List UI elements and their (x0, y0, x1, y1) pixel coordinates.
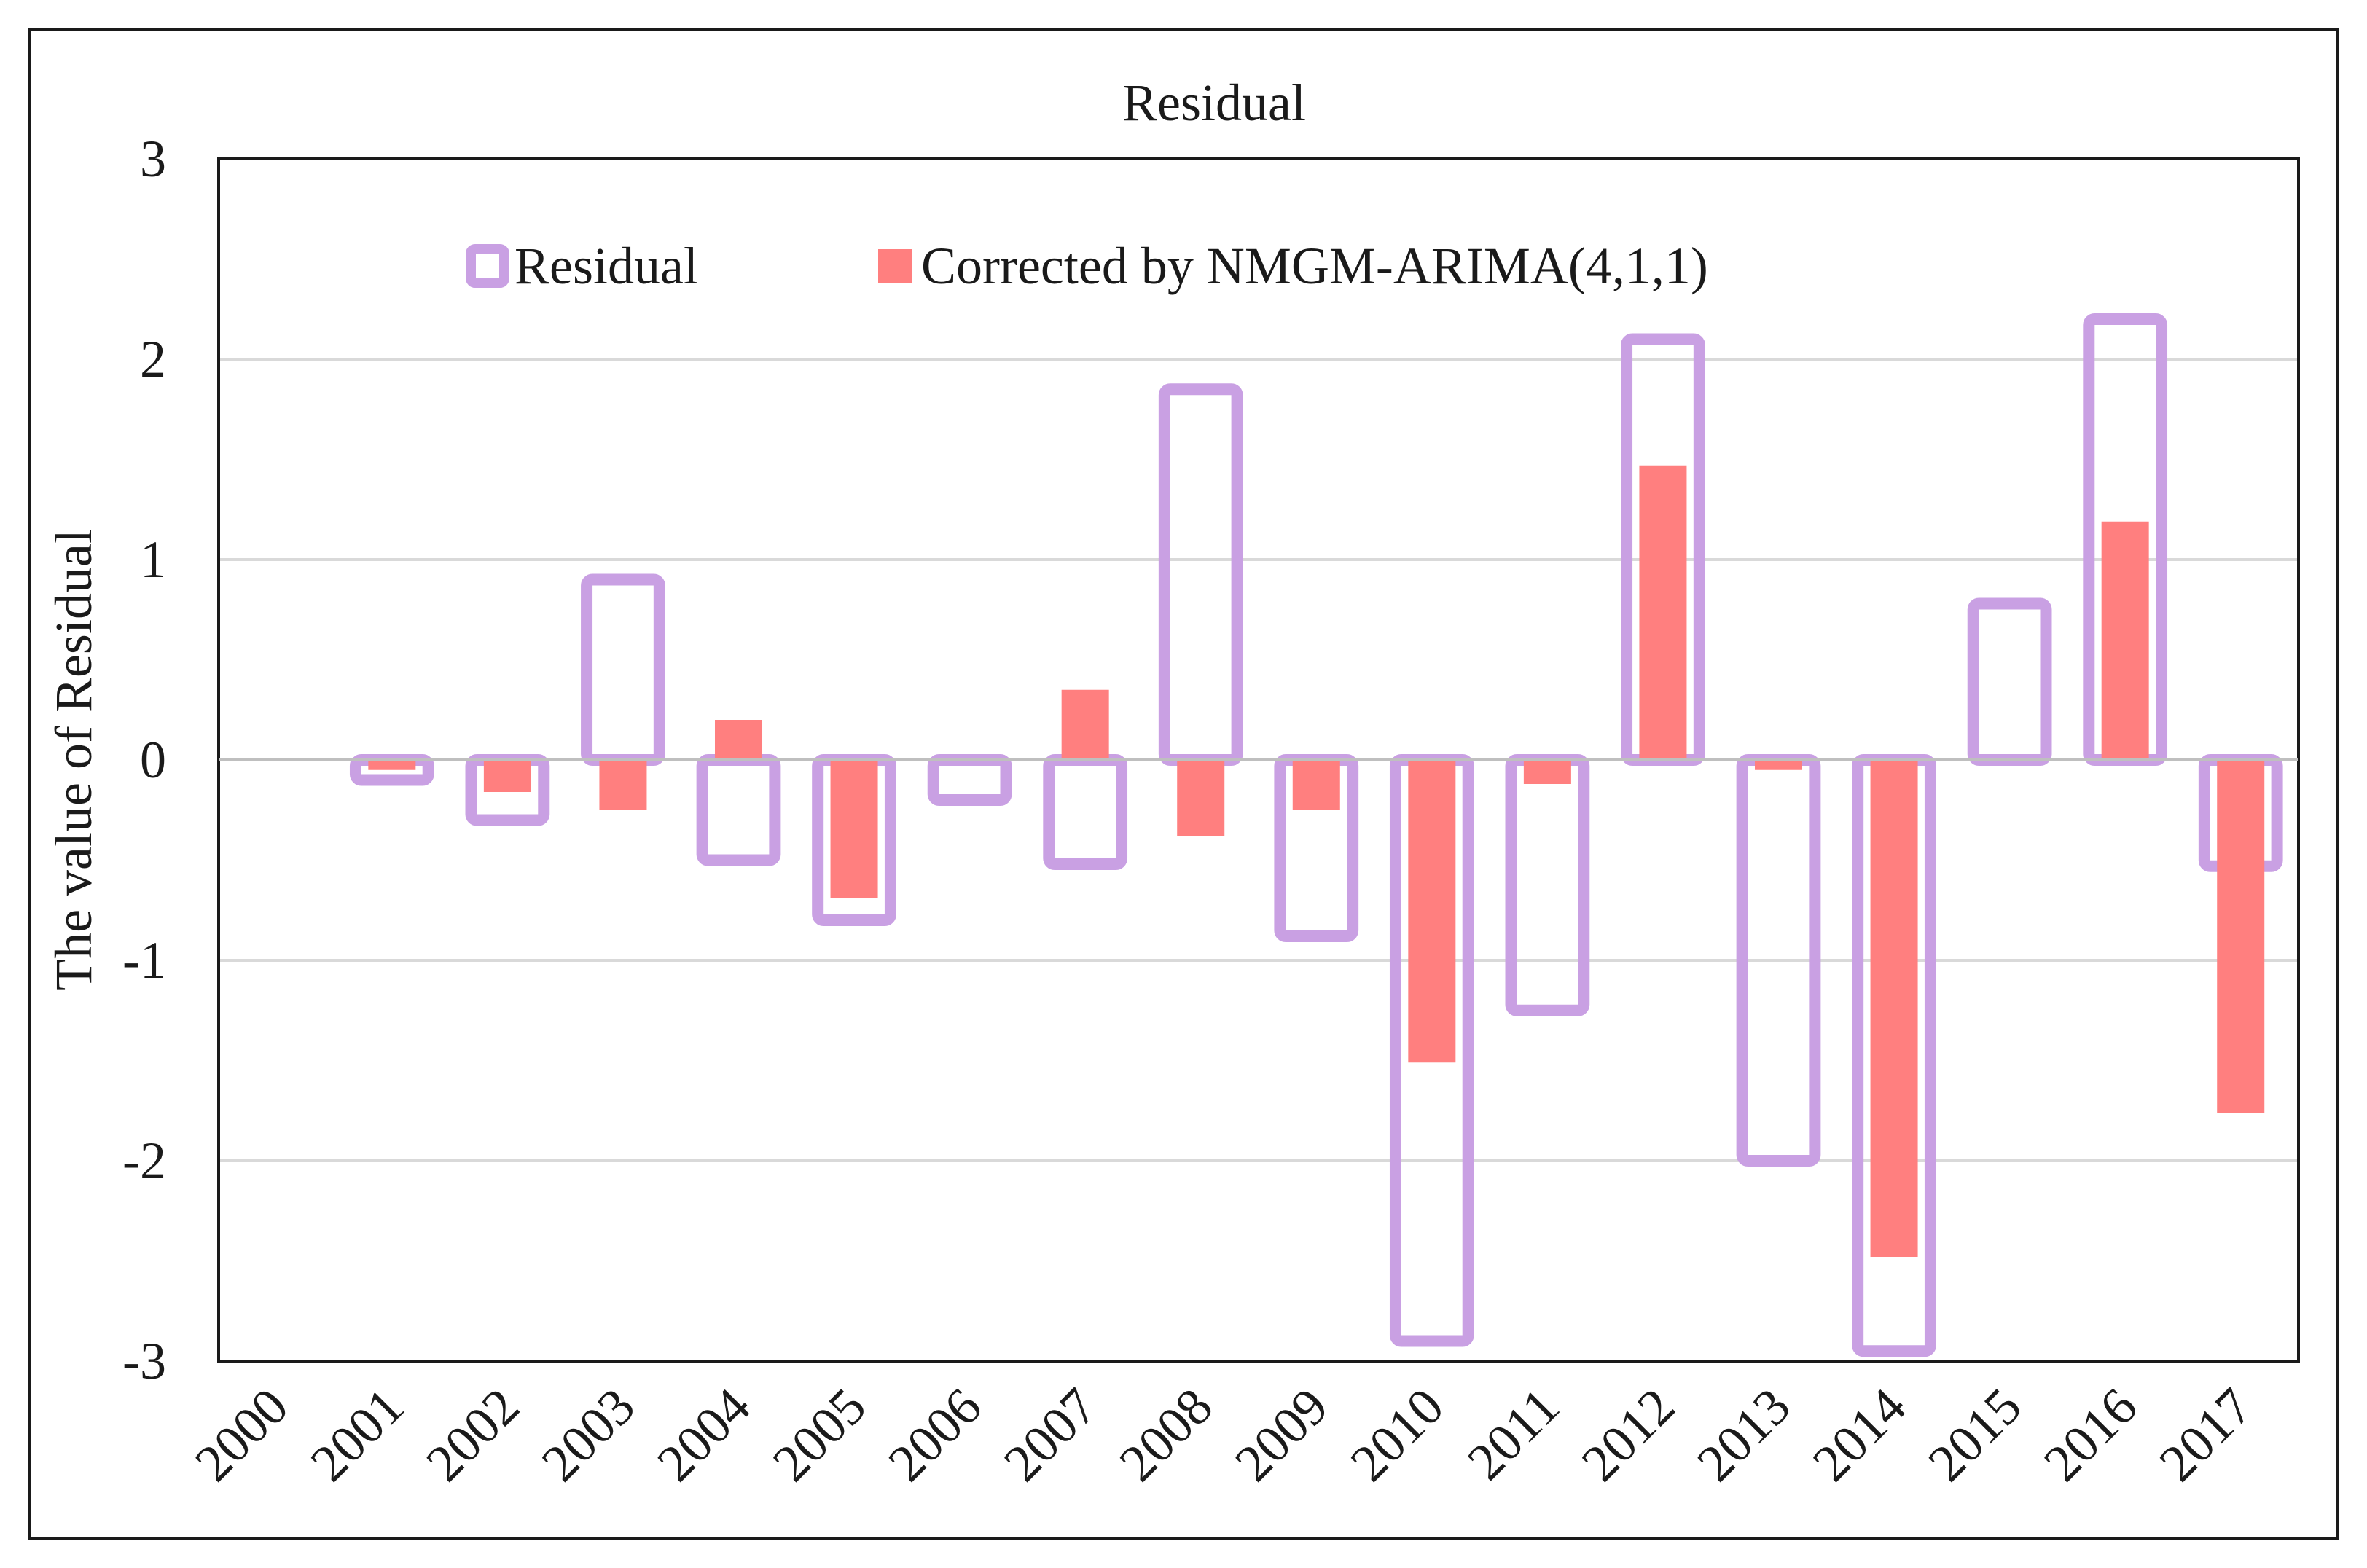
bar-corrected-2009 (1292, 760, 1340, 810)
bar-corrected-2017 (2217, 760, 2265, 1113)
bar-corrected-2004 (714, 720, 763, 760)
y-tick-label: 3 (140, 130, 166, 188)
y-tick-label: 2 (140, 330, 166, 388)
legend-label-corrected: Corrected by NMGM-ARIMA(4,1,1) (921, 237, 1708, 295)
bar-corrected-2003 (599, 760, 647, 810)
bar-corrected-2016 (2101, 521, 2149, 760)
bar-corrected-2014 (1870, 760, 1918, 1257)
y-tick-label: 1 (140, 530, 166, 589)
y-axis-ticks: 3 2 1 0 -1 -2 -3 (122, 130, 166, 1390)
y-tick-label: -2 (122, 1132, 166, 1190)
chart-title: Residual (1122, 74, 1306, 132)
y-axis-label: The value of Residual (44, 529, 103, 991)
y-tick-label: -3 (122, 1332, 166, 1390)
bar-corrected-2013 (1754, 760, 1803, 770)
bars-layer (349, 313, 2283, 1357)
legend: Residual Corrected by NMGM-ARIMA(4,1,1) (466, 237, 1708, 295)
bar-corrected-2010 (1408, 760, 1456, 1063)
bar-corrected-2001 (368, 760, 416, 770)
bar-corrected-2008 (1177, 760, 1225, 836)
bar-corrected-2002 (483, 760, 531, 792)
legend-label-residual: Residual (515, 237, 698, 295)
bar-corrected-2005 (830, 760, 878, 898)
y-tick-label: -1 (122, 931, 166, 989)
legend-swatch-corrected (878, 249, 912, 283)
bar-corrected-2012 (1639, 465, 1687, 760)
bar-corrected-2007 (1061, 689, 1109, 760)
y-tick-label: 0 (140, 731, 166, 789)
legend-swatch-residual (466, 244, 509, 288)
gridlines (219, 358, 2298, 1162)
bar-corrected-2011 (1523, 760, 1571, 784)
